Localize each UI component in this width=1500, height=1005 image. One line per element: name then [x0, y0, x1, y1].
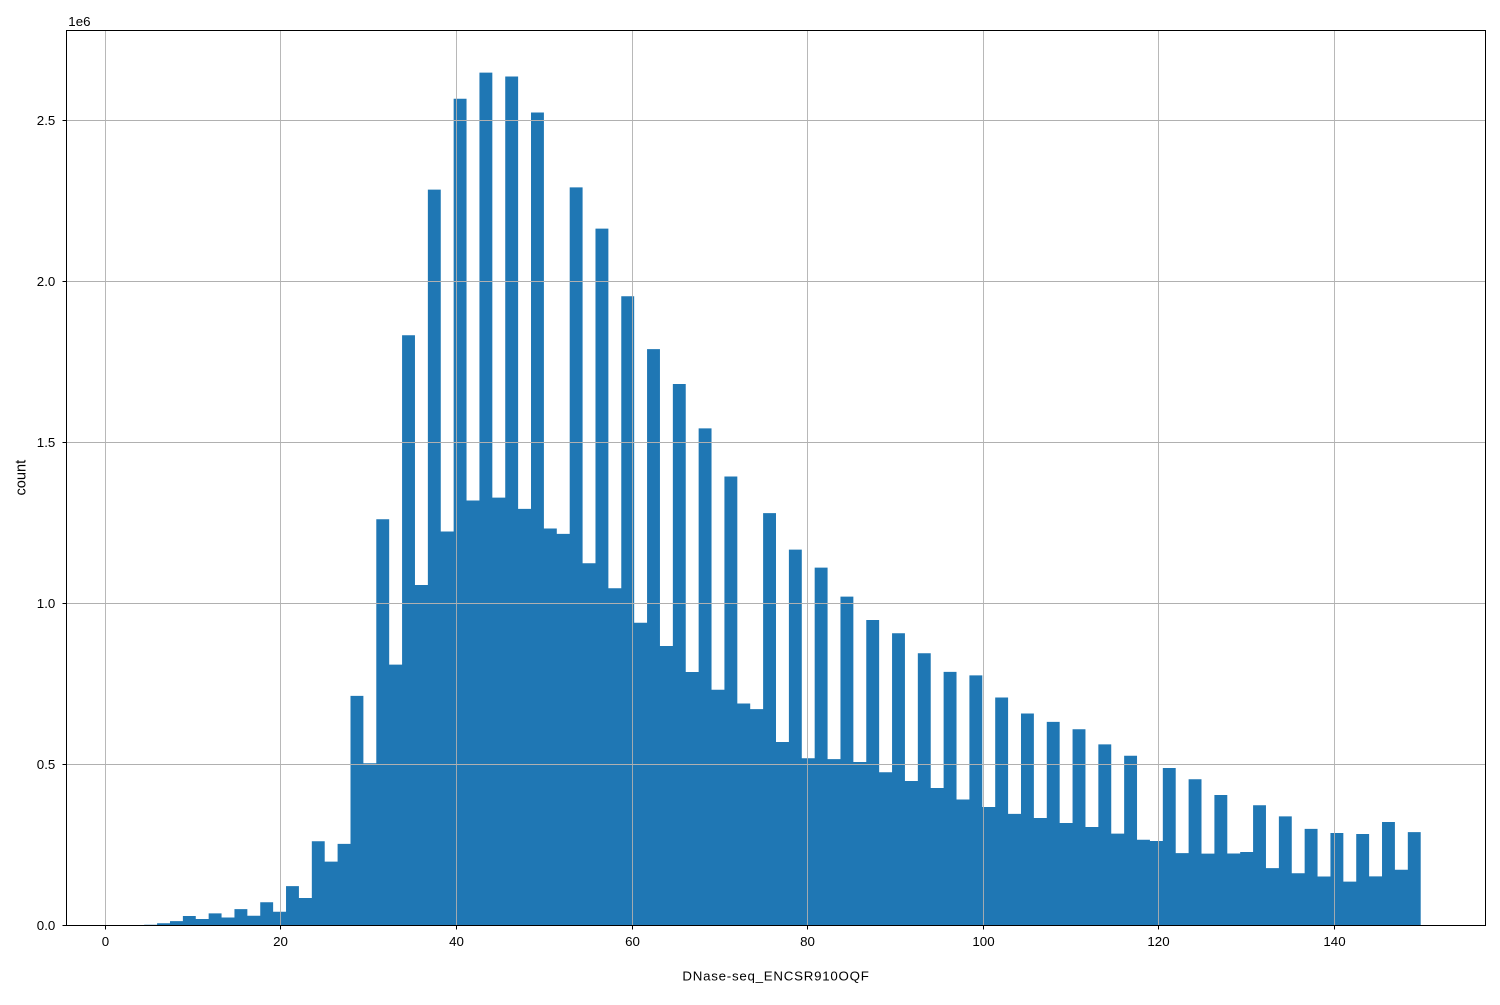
- svg-text:DNase-seq_ENCSR910OQF: DNase-seq_ENCSR910OQF: [682, 969, 869, 984]
- svg-text:120: 120: [1147, 934, 1169, 949]
- svg-text:0: 0: [102, 934, 109, 949]
- svg-text:count: count: [14, 460, 30, 496]
- svg-text:1.5: 1.5: [37, 435, 56, 450]
- svg-text:1.0: 1.0: [37, 596, 56, 611]
- svg-text:20: 20: [273, 934, 288, 949]
- svg-text:100: 100: [972, 934, 994, 949]
- svg-text:2.0: 2.0: [37, 274, 56, 289]
- svg-text:80: 80: [800, 934, 815, 949]
- svg-text:60: 60: [625, 934, 640, 949]
- svg-text:0.0: 0.0: [37, 918, 56, 933]
- svg-text:1e6: 1e6: [68, 14, 90, 29]
- svg-text:40: 40: [449, 934, 464, 949]
- svg-text:140: 140: [1323, 934, 1345, 949]
- svg-text:2.5: 2.5: [37, 113, 56, 128]
- svg-text:0.5: 0.5: [37, 757, 56, 772]
